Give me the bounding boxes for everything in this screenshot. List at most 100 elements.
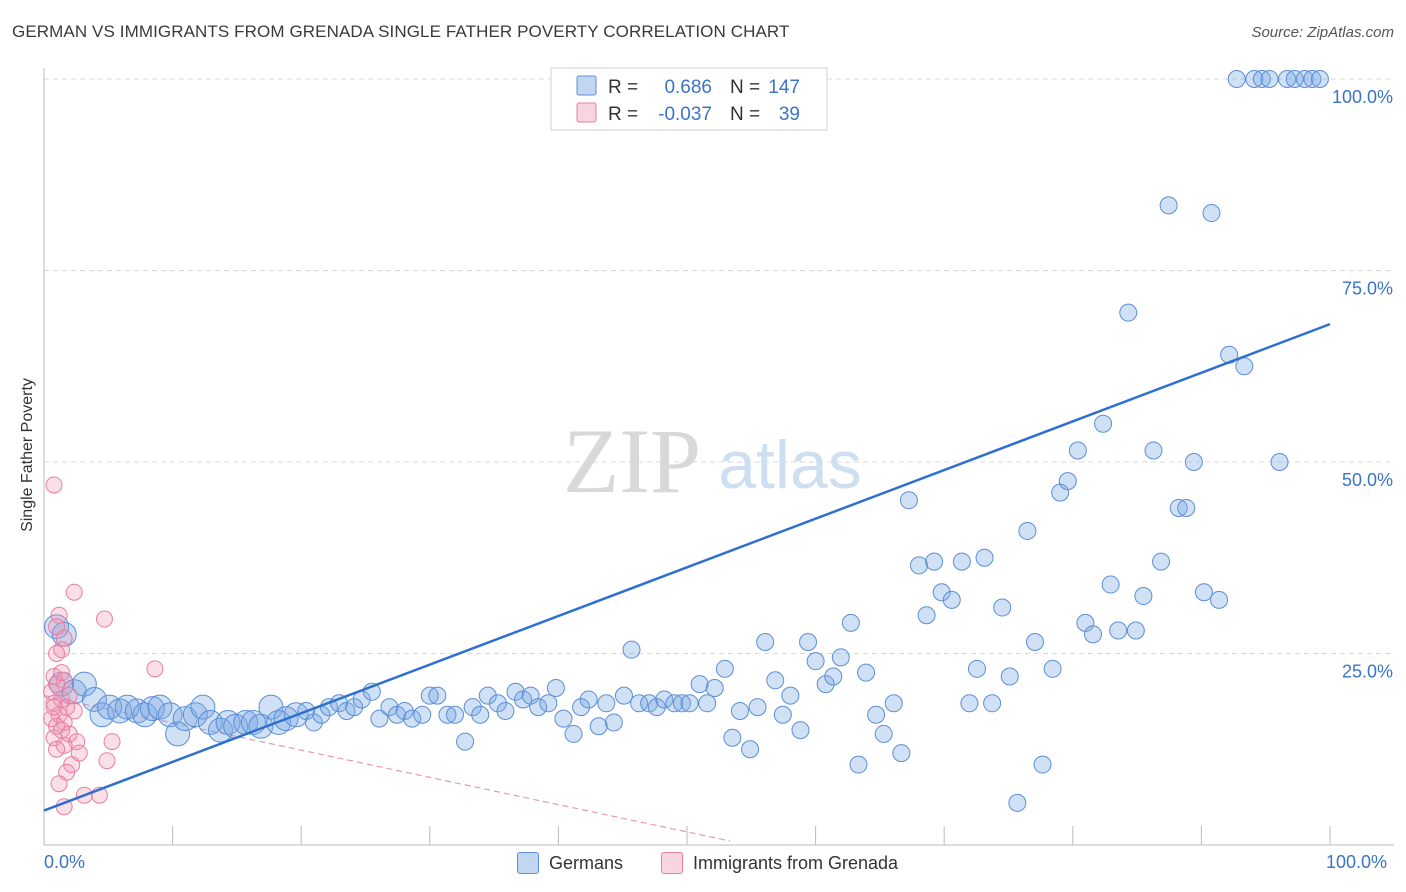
germans-point	[1260, 70, 1279, 88]
germans-point	[1008, 793, 1027, 812]
grenada-points	[43, 476, 164, 816]
germans-point	[1310, 70, 1329, 88]
germans-point	[622, 640, 641, 659]
germans-point	[874, 724, 893, 743]
grenada-trend-line	[43, 695, 731, 842]
grenada-point	[98, 752, 116, 770]
germans-point	[799, 633, 818, 652]
germans-point	[539, 694, 558, 713]
germans-point	[967, 659, 986, 678]
germans-point	[1177, 498, 1196, 517]
y-tick-label-0: 100.0%	[1332, 87, 1393, 107]
germans-point	[892, 744, 911, 763]
germans-point	[942, 590, 961, 609]
germans-point	[773, 705, 792, 724]
germans-point	[208, 717, 234, 743]
grid-lines	[44, 78, 1394, 654]
germans-point	[1134, 587, 1153, 606]
germans-point	[1126, 621, 1145, 640]
legend-n-value-2: 39	[779, 104, 800, 125]
germans-point	[81, 686, 107, 712]
grenada-point	[45, 698, 63, 716]
germans-trend	[43, 322, 1331, 812]
legend-r-label-2: R =	[608, 104, 638, 125]
germans-point	[496, 701, 515, 720]
germans-point	[506, 682, 525, 701]
legend-bottom: Germans Immigrants from Grenada	[0, 850, 1406, 880]
germans-point	[403, 709, 422, 728]
y-tick-label-2: 50.0%	[1342, 470, 1393, 490]
legend-label-germans: Germans	[549, 852, 624, 873]
germans-point	[1119, 303, 1138, 322]
legend-top-frame	[550, 67, 828, 131]
germans-point	[1083, 625, 1102, 644]
germans-point	[698, 694, 717, 713]
germans-point	[215, 709, 241, 735]
legend-label-grenada: Immigrants from Grenada	[693, 852, 899, 873]
germans-point	[370, 709, 389, 728]
germans-point	[841, 613, 860, 632]
germans-point	[741, 740, 760, 759]
germans-point	[983, 694, 1002, 713]
germans-point	[816, 675, 835, 694]
germans-point	[781, 686, 800, 705]
germans-point	[857, 663, 876, 682]
germans-point	[867, 705, 886, 724]
germans-point	[1058, 472, 1077, 491]
germans-point	[395, 701, 414, 720]
germans-point	[1109, 621, 1128, 640]
legend-item-germans: Germans	[517, 852, 623, 874]
y-tick-label-3: 25.0%	[1342, 662, 1393, 682]
watermark-zip: ZIP	[563, 410, 701, 512]
legend-r-value-1: 0.686	[664, 77, 712, 98]
germans-point	[884, 694, 903, 713]
germans-point	[917, 606, 936, 625]
legend-item-grenada: Immigrants from Grenada	[661, 852, 898, 874]
germans-point	[723, 728, 742, 747]
germans-point	[1000, 667, 1019, 686]
germans-point	[589, 717, 608, 736]
germans-point	[1303, 70, 1322, 88]
germans-point	[1285, 70, 1304, 88]
legend-n-label-2: N =	[730, 104, 760, 125]
legend-top-blue-swatch	[576, 75, 597, 96]
germans-point	[488, 694, 507, 713]
germans-point	[345, 698, 364, 717]
germans-point	[630, 694, 649, 713]
germans-points	[44, 70, 1329, 812]
grenada-point	[53, 664, 71, 682]
y-tick-labels: 100.0% 75.0% 50.0% 25.0%	[1332, 87, 1393, 682]
germans-point	[766, 671, 785, 690]
germans-point	[1043, 659, 1062, 678]
germans-point	[960, 694, 979, 713]
germans-point	[438, 705, 457, 724]
grenada-point	[50, 775, 68, 793]
germans-point	[471, 705, 490, 724]
legend-top-pink-swatch	[576, 102, 597, 123]
germans-point	[806, 652, 825, 671]
germans-point	[428, 686, 447, 705]
grenada-point	[48, 645, 66, 662]
legend-r-label-1: R =	[608, 77, 638, 98]
legend-swatch-germans	[517, 852, 539, 874]
germans-point	[680, 694, 699, 713]
germans-point	[1094, 414, 1113, 433]
germans-point	[655, 690, 674, 709]
germans-point	[172, 706, 198, 732]
grenada-point	[146, 660, 164, 678]
legend-r-value-2: -0.037	[658, 104, 712, 125]
germans-point	[1278, 70, 1297, 88]
grenada-point	[60, 687, 78, 705]
germans-point	[572, 698, 591, 717]
germans-point	[1018, 521, 1037, 540]
germans-point	[147, 694, 173, 720]
germans-point	[197, 709, 223, 735]
germans-point	[932, 583, 951, 602]
germans-point	[1227, 70, 1246, 88]
germans-point	[579, 690, 598, 709]
legend-n-value-1: 147	[768, 77, 800, 98]
germans-point	[791, 721, 810, 740]
germans-point	[529, 698, 548, 717]
germans-point	[824, 667, 843, 686]
germans-point	[1184, 453, 1203, 471]
